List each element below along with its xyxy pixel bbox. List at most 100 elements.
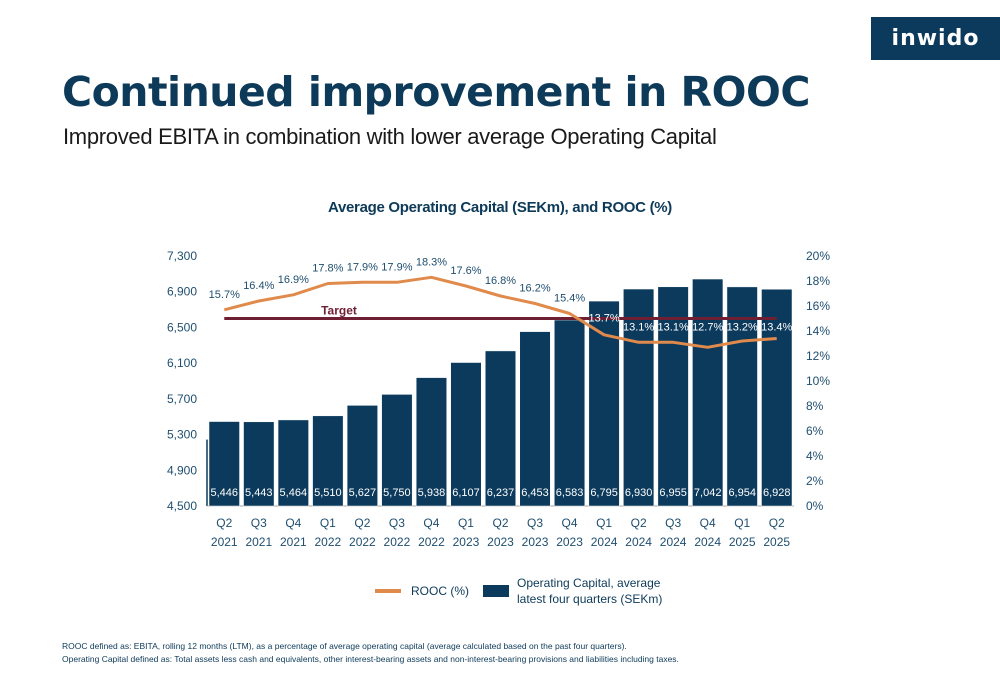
rooc-value-label: 15.4%	[554, 293, 585, 305]
rooc-value-label: 13.7%	[588, 313, 619, 325]
legend-rooc-swatch	[375, 589, 401, 593]
x-tick-quarter: Q2	[216, 516, 232, 530]
bar-value-label: 6,453	[521, 487, 549, 499]
bar-value-label: 6,237	[487, 487, 515, 499]
x-tick-year: 2022	[384, 535, 411, 549]
rooc-value-label: 13.1%	[623, 322, 654, 334]
rooc-value-label: 17.9%	[381, 261, 412, 273]
rooc-value-label: 17.9%	[347, 261, 378, 273]
chart-legend: ROOC (%) Operating Capital, average late…	[375, 575, 662, 607]
bar	[657, 286, 689, 507]
bar	[761, 288, 793, 507]
bar-value-label: 5,750	[383, 487, 411, 499]
legend-rooc-label: ROOC (%)	[411, 584, 469, 598]
x-tick-quarter: Q4	[562, 516, 578, 530]
right-tick-label: 14%	[806, 324, 830, 338]
rooc-value-label: 16.8%	[485, 275, 516, 287]
x-tick-quarter: Q1	[596, 516, 612, 530]
x-axis-ticks: Q2 2021 Q3 2021 Q4 2021 Q1 2022 Q2 2022 Q3 2022 Q4 20…	[211, 516, 790, 549]
x-tick-quarter: Q2	[492, 516, 508, 530]
inwido-logo: inwido	[871, 17, 1000, 60]
right-tick-label: 6%	[806, 424, 824, 438]
bar	[692, 278, 724, 507]
x-tick-quarter: Q3	[665, 516, 681, 530]
legend-opcap-line2: latest four quarters (SEKm)	[517, 592, 663, 606]
bar	[208, 421, 240, 507]
bar	[726, 286, 758, 507]
bar-value-label: 6,954	[728, 487, 756, 499]
rooc-value-label: 13.1%	[658, 322, 689, 334]
bar-value-label: 5,627	[349, 487, 377, 499]
x-tick-year: 2022	[315, 535, 342, 549]
bar	[623, 288, 655, 507]
x-tick-quarter: Q3	[389, 516, 405, 530]
rooc-value-label: 12.7%	[692, 322, 723, 334]
x-tick-year: 2024	[625, 535, 652, 549]
x-tick-year: 2022	[418, 535, 445, 549]
rooc-value-label: 17.8%	[312, 263, 343, 275]
x-tick-quarter: Q1	[320, 516, 336, 530]
left-tick-label: 7,300	[167, 249, 197, 263]
rooc-value-label: 15.7%	[209, 289, 240, 301]
target-group: Target	[224, 304, 777, 320]
bar-value-label: 5,510	[314, 487, 342, 499]
x-tick-quarter: Q1	[734, 516, 750, 530]
bar-value-label: 5,464	[280, 487, 308, 499]
left-tick-label: 4,500	[167, 499, 197, 513]
x-tick-year: 2023	[522, 535, 549, 549]
x-tick-year: 2021	[280, 535, 307, 549]
x-tick-year: 2023	[453, 535, 480, 549]
left-tick-label: 5,300	[167, 428, 197, 442]
bar-value-label: 7,042	[694, 487, 722, 499]
bar-value-label: 5,938	[418, 487, 446, 499]
legend-opcap-swatch	[483, 585, 509, 597]
x-tick-quarter: Q3	[527, 516, 543, 530]
right-tick-label: 18%	[806, 274, 830, 288]
x-tick-quarter: Q4	[285, 516, 301, 530]
x-tick-year: 2021	[211, 535, 238, 549]
bar-value-label: 6,107	[452, 487, 480, 499]
bar	[450, 362, 482, 507]
right-tick-label: 12%	[806, 349, 830, 363]
x-tick-quarter: Q4	[423, 516, 439, 530]
x-tick-quarter: Q2	[769, 516, 785, 530]
rooc-value-label: 16.4%	[243, 280, 274, 292]
legend-opcap-label: Operating Capital, average latest four q…	[517, 575, 662, 607]
rooc-value-label: 16.9%	[278, 274, 309, 286]
x-tick-quarter: Q1	[458, 516, 474, 530]
x-tick-quarter: Q2	[631, 516, 647, 530]
right-tick-label: 0%	[806, 499, 824, 513]
right-tick-label: 20%	[806, 249, 830, 263]
left-tick-label: 6,900	[167, 285, 197, 299]
chart-title: Average Operating Capital (SEKm), and RO…	[327, 199, 673, 216]
bar-series	[208, 278, 793, 507]
bar	[243, 421, 275, 507]
bar	[519, 331, 551, 507]
right-tick-label: 2%	[806, 474, 824, 488]
bar	[346, 405, 378, 507]
rooc-value-label: 17.6%	[450, 265, 481, 277]
right-axis-ticks: 0% 2% 4% 6% 8% 10% 12% 14% 16% 18% 20%	[806, 249, 830, 513]
x-tick-year: 2021	[245, 535, 272, 549]
x-tick-year: 2023	[487, 535, 514, 549]
bar	[312, 415, 344, 507]
bar-value-label: 5,443	[245, 487, 273, 499]
rooc-line	[223, 275, 777, 349]
footnote-rooc: ROOC defined as: EBITA, rolling 12 month…	[62, 641, 627, 651]
x-tick-quarter: Q2	[354, 516, 370, 530]
bar-data-labels: 5,446 5,443 5,464 5,510 5,627 5,750 5,938 6,107…	[210, 487, 790, 499]
target-label: Target	[321, 304, 357, 318]
x-tick-year: 2023	[556, 535, 583, 549]
x-tick-year: 2024	[660, 535, 687, 549]
left-tick-label: 6,500	[167, 320, 197, 334]
bar	[415, 377, 447, 507]
rooc-value-label: 18.3%	[416, 256, 447, 268]
rooc-value-label: 13.2%	[727, 322, 758, 334]
left-axis-ticks: 4,500 4,900 5,300 5,700 6,100 6,500 6,900 7,300	[167, 249, 197, 513]
page-subtitle: Improved EBITA in combination with lower…	[63, 124, 717, 149]
left-tick-label: 6,100	[167, 356, 197, 370]
left-tick-label: 5,700	[167, 392, 197, 406]
bar	[554, 319, 586, 507]
right-tick-label: 10%	[806, 374, 830, 388]
